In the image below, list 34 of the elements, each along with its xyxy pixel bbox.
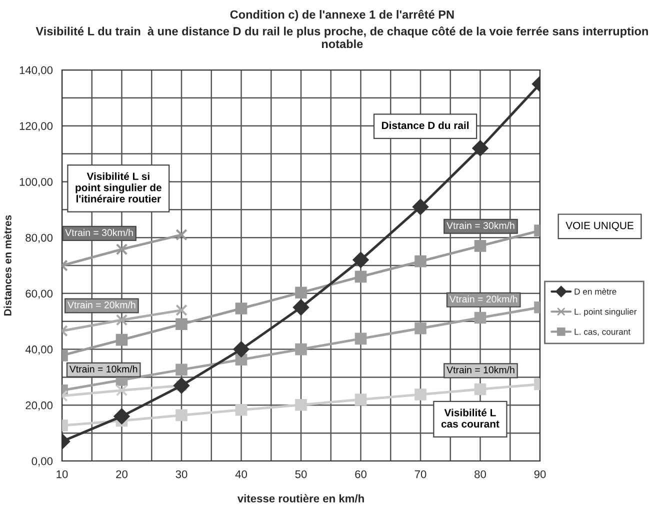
x-axis-title: vitesse routière en km/h [237, 494, 364, 503]
x-tick-label: 90 [534, 470, 546, 478]
x-tick-label: 40 [235, 470, 247, 478]
chart-title: Condition c) de l'annexe 1 de l'arrêté PN [230, 10, 454, 22]
annotation: Vtrain = 10km/h [446, 366, 514, 374]
x-tick-label: 50 [295, 470, 307, 478]
annotation: Vtrain = 30km/h [65, 228, 133, 236]
annotation: Vtrain = 20km/h [449, 295, 518, 303]
annotation: Vtrain = 10km/h [69, 365, 138, 373]
annotation: Visibilité L si point singulier de l'itinéraire routier [76, 172, 162, 203]
text: VOIE UNIQUE [566, 222, 634, 232]
y-tick-label: 80,00 [26, 234, 53, 244]
y-tick-label: 140,00 [20, 66, 53, 76]
legend-label: L. cas, courant [574, 328, 630, 336]
x-tick-label: 30 [176, 470, 188, 478]
annotation: Vtrain = 30km/h [446, 222, 514, 230]
y-tick-label: 20,00 [26, 401, 53, 411]
x-tick-label: 70 [414, 470, 426, 478]
legend-label: D en mètre [574, 288, 616, 295]
y-tick-label: 100,00 [20, 178, 53, 188]
x-tick-label: 60 [355, 470, 366, 478]
annotation: Distance D du rail [382, 121, 469, 130]
y-tick-label: 120,00 [20, 122, 53, 132]
y-tick-label: 40,00 [25, 346, 53, 355]
x-tick-label: 80 [474, 470, 486, 478]
y-tick-label: 0,00 [32, 457, 53, 466]
chart-subtitle: Visibilité L du train à une distance D du rail le plus proche, de chaque côté de la voie ferrée sans interruption notable [36, 26, 648, 48]
x-tick-label: 20 [116, 470, 128, 478]
y-axis-title: Distances en mètres [4, 215, 12, 316]
y-tick-label: 60,00 [26, 290, 53, 299]
annotation: Visibilité L cas courant [441, 408, 500, 428]
legend-label: L. point singulier [574, 308, 637, 316]
x-tick-label: 10 [56, 470, 68, 478]
annotation: Vtrain = 20km/h [68, 301, 136, 308]
